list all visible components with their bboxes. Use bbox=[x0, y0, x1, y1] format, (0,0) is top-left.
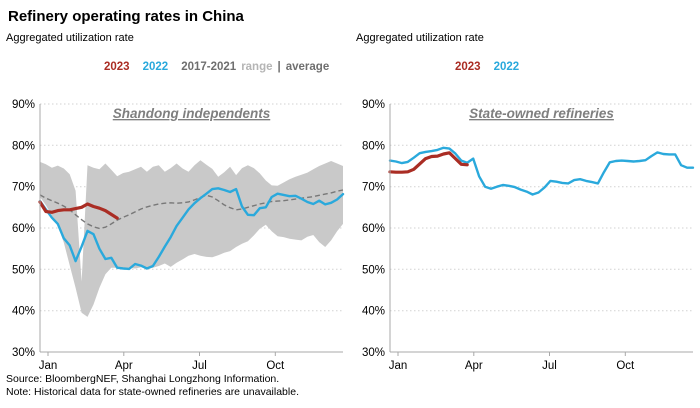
x-tick-label: Jan bbox=[39, 360, 58, 372]
x-tick-label: Jul bbox=[192, 360, 207, 372]
shandong-independents-chart: Jan Apr Jul Oct 90% 80% 70% 60% 50% 40% 30% Shandon… bbox=[12, 99, 345, 372]
y-tick-label: 60% bbox=[12, 223, 35, 235]
x-tick-label: Oct bbox=[616, 360, 635, 372]
x-tick-label: Jan bbox=[389, 360, 408, 372]
x-tick-label: Apr bbox=[115, 360, 133, 372]
state-owned-refineries-chart: Jan Apr Jul Oct 90% 80% 70% 60% 50% 40% 30% State-o… bbox=[362, 99, 695, 372]
legend-average-word: average bbox=[285, 61, 330, 73]
panel-state-owned: Aggregated utilization rate 2023 2022 Ja… bbox=[350, 25, 700, 372]
y-tick-label: 80% bbox=[12, 140, 35, 152]
legend-range-group: 2017-2021 range | average bbox=[181, 61, 329, 73]
y-tick-label: 40% bbox=[12, 306, 35, 318]
source-line: Source: BloombergNEF, Shanghai Longzhong… bbox=[6, 373, 280, 385]
y-tick-label: 70% bbox=[12, 182, 35, 194]
axis-subtitle-right: Aggregated utilization rate bbox=[356, 32, 484, 44]
line-2023 bbox=[38, 200, 119, 220]
legend-left: 2023 2022 2017-2021 range | average bbox=[104, 61, 350, 75]
panel-shandong: Aggregated utilization rate 2023 2022 20… bbox=[0, 25, 350, 372]
axis-subtitle-left: Aggregated utilization rate bbox=[6, 32, 134, 44]
legend-2022-label: 2022 bbox=[493, 61, 520, 73]
legend-range-years: 2017-2021 bbox=[181, 61, 237, 73]
legend-2023-label: 2023 bbox=[104, 61, 130, 73]
line-2022 bbox=[388, 146, 695, 196]
page-title: Refinery operating rates in China bbox=[8, 8, 244, 25]
x-tick-label: Jul bbox=[542, 360, 557, 372]
y-tick-label: 80% bbox=[362, 140, 385, 152]
legend-range-word: range bbox=[241, 61, 273, 73]
y-tick-label: 30% bbox=[362, 347, 385, 359]
legend-2022-label: 2022 bbox=[142, 61, 169, 73]
y-tick-label: 60% bbox=[362, 223, 385, 235]
y-tick-label: 40% bbox=[362, 306, 385, 318]
x-tick-label: Oct bbox=[266, 360, 285, 372]
footer: Source: BloombergNEF, Shanghai Longzhong… bbox=[0, 372, 700, 399]
x-tick-label: Apr bbox=[465, 360, 483, 372]
line-2022 bbox=[38, 187, 345, 271]
legend-2023-label: 2023 bbox=[455, 61, 481, 73]
y-tick-label: 50% bbox=[12, 264, 35, 276]
range-band bbox=[40, 160, 343, 317]
line-2023 bbox=[388, 151, 469, 174]
legend-right: 2023 2022 bbox=[455, 61, 700, 75]
y-tick-label: 90% bbox=[362, 99, 385, 111]
panel-title: State-owned refineries bbox=[469, 106, 614, 121]
y-tick-label: 90% bbox=[12, 99, 35, 111]
panel-title: Shandong independents bbox=[113, 106, 271, 121]
chart-panels: Aggregated utilization rate 2023 2022 20… bbox=[0, 25, 700, 372]
average-line bbox=[39, 189, 344, 230]
note-line: Note: Historical data for state-owned re… bbox=[6, 386, 299, 398]
y-tick-label: 50% bbox=[362, 264, 385, 276]
y-tick-label: 30% bbox=[12, 347, 35, 359]
legend-separator: | bbox=[277, 61, 281, 73]
y-tick-label: 70% bbox=[362, 182, 385, 194]
